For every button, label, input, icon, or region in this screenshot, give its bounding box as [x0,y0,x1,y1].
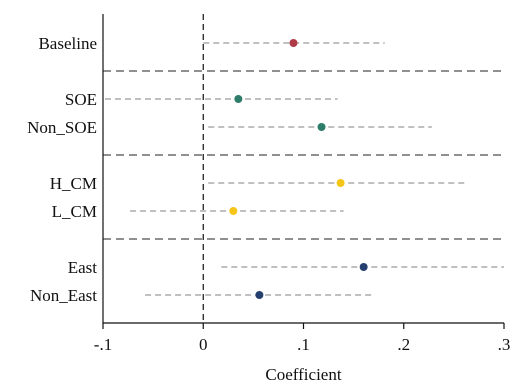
category-label: SOE [65,90,97,109]
category-label: East [68,258,98,277]
point-estimate [336,179,345,187]
point-estimate [234,95,243,103]
point-estimate [359,263,368,271]
x-tick-label: -.1 [94,335,112,354]
category-labels: Baseline SOE Non_SOE H_CM L_CM East Non_East [27,34,97,305]
category-label: Baseline [38,34,97,53]
x-axis-label: Coefficient [265,365,341,384]
point-estimate [317,123,326,131]
point-estimate [289,39,298,47]
point-estimates [229,39,368,299]
category-label: L_CM [52,202,97,221]
x-tick-label: .3 [498,335,511,354]
category-label: H_CM [50,174,97,193]
point-estimate [229,207,238,215]
category-label: Non_East [30,286,97,305]
confidence-intervals [105,42,504,296]
x-tick-label: .1 [297,335,310,354]
x-axis-ticks: -.1 0 .1 .2 .3 [94,323,511,354]
group-separators [103,70,504,240]
x-tick-label: .2 [397,335,410,354]
point-estimate [255,291,264,299]
x-tick-label: 0 [199,335,208,354]
category-label: Non_SOE [27,118,97,137]
